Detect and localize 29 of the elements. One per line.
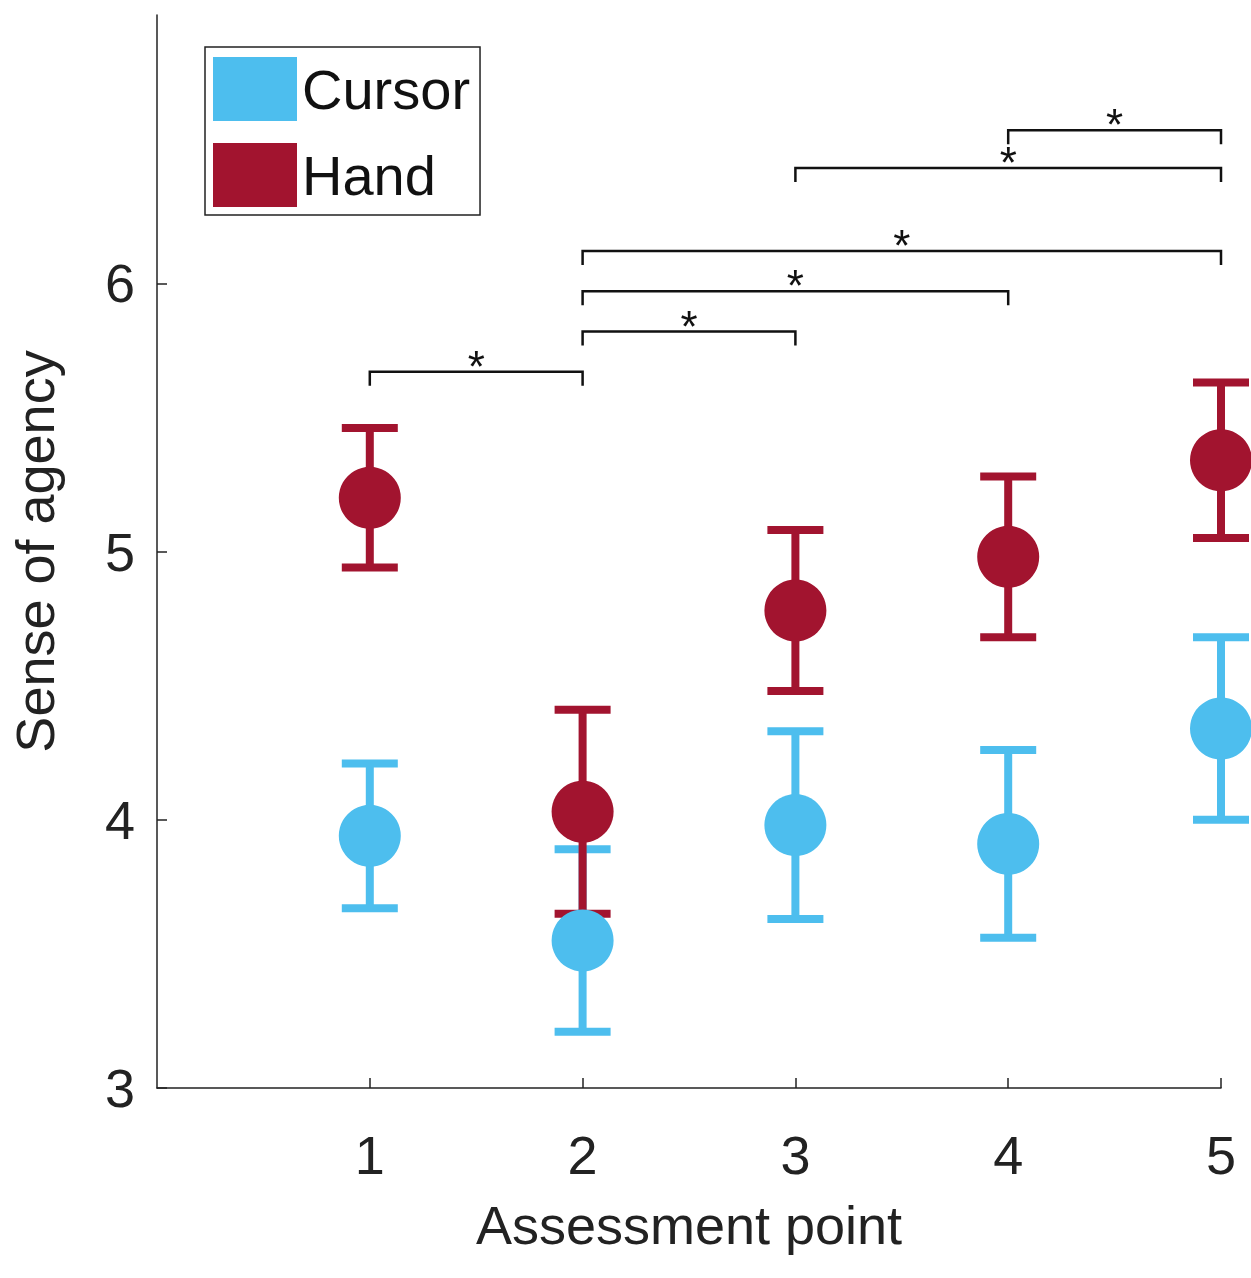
- point: [977, 525, 1040, 588]
- legend-label: Cursor: [302, 57, 471, 121]
- annotation: *: [1106, 100, 1124, 150]
- point: [764, 579, 827, 642]
- x-tick-label: 2: [567, 1125, 598, 1185]
- annotation: *: [680, 301, 698, 351]
- point: [764, 794, 827, 857]
- annotation: *: [999, 137, 1017, 187]
- x-tick-label: 5: [1205, 1125, 1237, 1185]
- y-tick-label: 4: [104, 789, 135, 850]
- y-tick-label: 3: [104, 1058, 135, 1118]
- annotation: *: [467, 341, 485, 391]
- point: [338, 466, 401, 529]
- point: [977, 812, 1040, 875]
- point: [1190, 429, 1251, 492]
- x-tick-label: 3: [780, 1125, 811, 1185]
- annotation: *: [893, 221, 911, 271]
- y-axis-title: Sense of agency: [5, 350, 65, 753]
- x-tick-label: 1: [354, 1125, 385, 1185]
- annotation: *: [786, 261, 804, 311]
- point: [551, 780, 614, 843]
- x-tick-label: 4: [993, 1125, 1024, 1185]
- point: [551, 909, 614, 972]
- x-axis-title: Assessment point: [475, 1195, 903, 1255]
- point: [338, 804, 401, 867]
- y-tick-label: 5: [104, 521, 135, 582]
- point: [1190, 697, 1251, 760]
- y-tick-label: 6: [104, 253, 135, 314]
- legend-label: Hand: [302, 143, 436, 207]
